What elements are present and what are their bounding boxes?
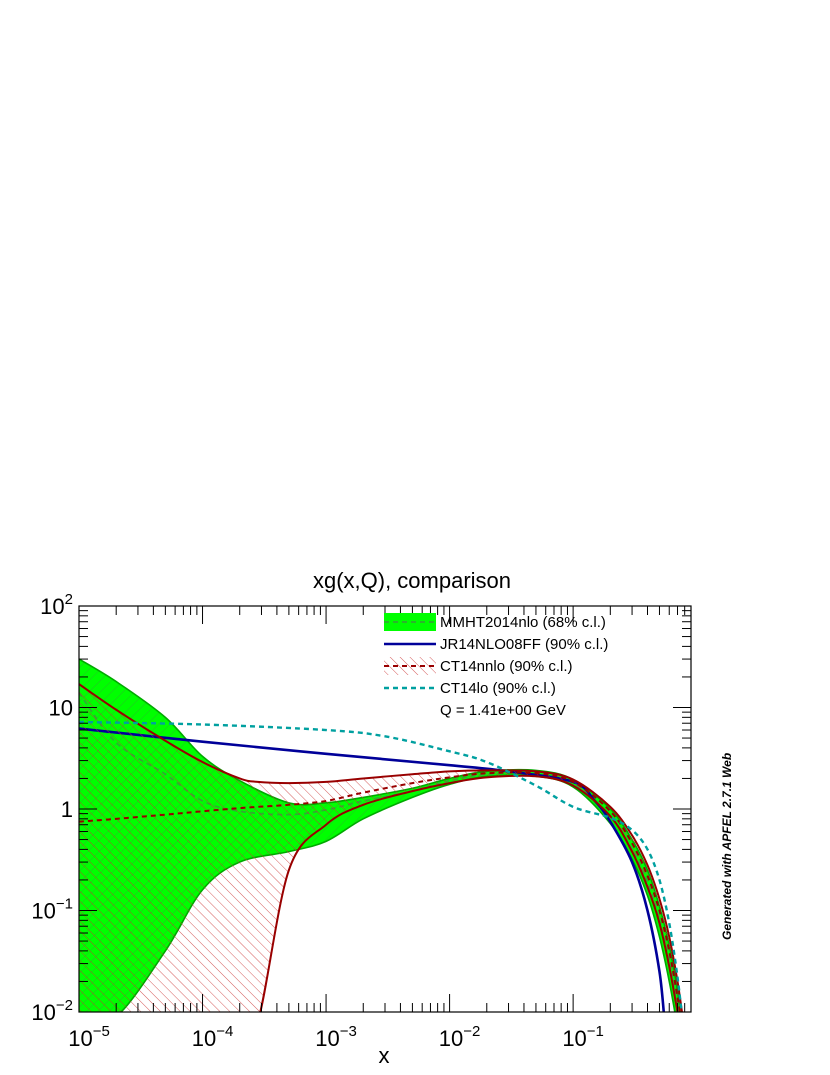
y-tick-label: 10 (49, 696, 73, 721)
ticks-layer (78, 605, 692, 1013)
series-4 (79, 720, 683, 1012)
tick-labels: 10−5 10−4 10−3 10−2 10−1 10−2 10−1 1 10 102 (31, 591, 604, 1051)
legend-item-2: JR14NLO08FF (90% c.l.) (384, 636, 608, 653)
series-3 (79, 683, 683, 1012)
y-tick-label: 10−1 (31, 896, 73, 924)
y-tick-label: 10−2 (31, 997, 73, 1025)
x-tick-label: 10−3 (315, 1023, 357, 1051)
x-tick-label: 10−4 (192, 1023, 234, 1051)
legend-label: CT14nnlo (90% c.l.) (440, 658, 573, 675)
hatched-band-lower-edge (259, 774, 679, 1012)
q-annotation: Q = 1.41e+00 GeV (440, 702, 566, 719)
hatched-band-fill (79, 684, 682, 1012)
hatched-band-upper-edge (79, 683, 683, 1012)
x-tick-label: 10−1 (562, 1023, 604, 1051)
series-dashed-line (79, 720, 683, 1012)
legend-label: CT14lo (90% c.l.) (440, 680, 556, 697)
y-tick-label: 1 (61, 797, 73, 822)
legend-swatch (384, 613, 436, 631)
chart-title: xg(x,Q), comparison (313, 568, 511, 593)
legend: MMHT2014nlo (68% c.l.) JR14NLO08FF (90% c… (384, 613, 608, 719)
series-layer (79, 658, 683, 1012)
legend-swatch (384, 657, 436, 675)
y-tick-label: 102 (40, 591, 73, 619)
legend-label: JR14NLO08FF (90% c.l.) (440, 636, 608, 653)
legend-label: MMHT2014nlo (68% c.l.) (440, 614, 606, 631)
legend-item-4: CT14lo (90% c.l.) (384, 680, 556, 697)
x-tick-label: 10−2 (439, 1023, 481, 1051)
side-note: Generated with APFEL 2.7.1 Web (720, 753, 734, 940)
legend-item-1: MMHT2014nlo (68% c.l.) (384, 613, 606, 631)
hatched-band-central-line (79, 771, 681, 1012)
legend-item-3: CT14nnlo (90% c.l.) (384, 657, 573, 675)
x-tick-label: 10−5 (68, 1023, 110, 1051)
x-axis-label: x (379, 1043, 390, 1068)
